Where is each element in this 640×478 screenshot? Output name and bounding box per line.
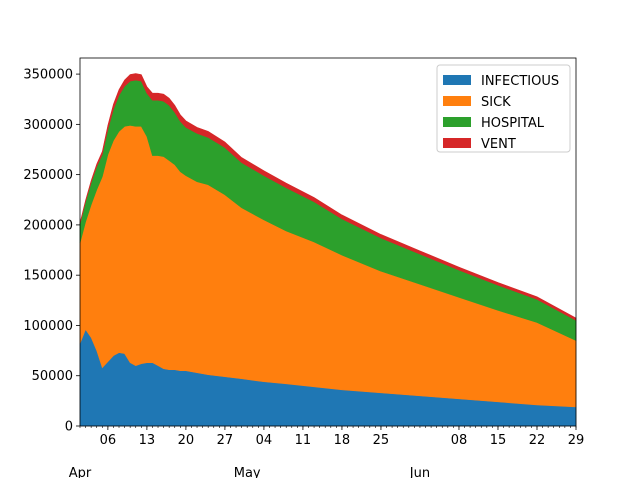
x-tick-label: 18 [334,433,351,448]
legend-swatch-infectious [443,75,471,85]
y-tick-label: 200000 [23,218,73,233]
legend-label-infectious: INFECTIOUS [481,74,559,89]
x-month-label: Apr [69,466,92,478]
x-tick-label: 13 [139,433,156,448]
x-tick-label: 27 [217,433,234,448]
legend-label-vent: VENT [481,137,516,152]
x-axis: 06 13 20 27 04 11 18 25 08 15 22 29 Apr May Jun [69,426,585,478]
y-tick-label: 50000 [32,369,73,384]
area-layers [79,73,577,427]
x-tick-label: 15 [490,433,507,448]
y-tick-label: 250000 [23,168,73,183]
x-tick-label: 06 [100,433,117,448]
legend-label-sick: SICK [481,95,511,110]
x-tick-label: 22 [529,433,546,448]
legend-swatch-hospital [443,117,471,127]
x-month-label: May [234,466,261,478]
legend-label-hospital: HOSPITAL [481,116,545,131]
x-tick-label: 08 [451,433,468,448]
y-tick-label: 150000 [23,269,73,284]
x-tick-label: 20 [178,433,195,448]
x-tick-label: 25 [373,433,390,448]
y-tick-label: 350000 [23,68,73,83]
x-tick-label: 04 [256,433,273,448]
legend-swatch-sick [443,96,471,106]
legend-box [436,64,571,153]
y-axis: 0 50000 100000 150000 200000 250000 300000 3500… [23,68,80,435]
y-tick-label: 300000 [23,118,73,133]
legend-swatch-vent [443,138,471,148]
y-tick-label: 100000 [23,319,73,334]
x-tick-label: 11 [295,433,312,448]
plot-frame [79,57,577,427]
x-tick-label: 29 [568,433,585,448]
x-month-label: Jun [409,466,430,478]
legend: INFECTIOUS SICK HOSPITAL VENT [436,64,571,153]
y-tick-label: 0 [65,420,73,435]
